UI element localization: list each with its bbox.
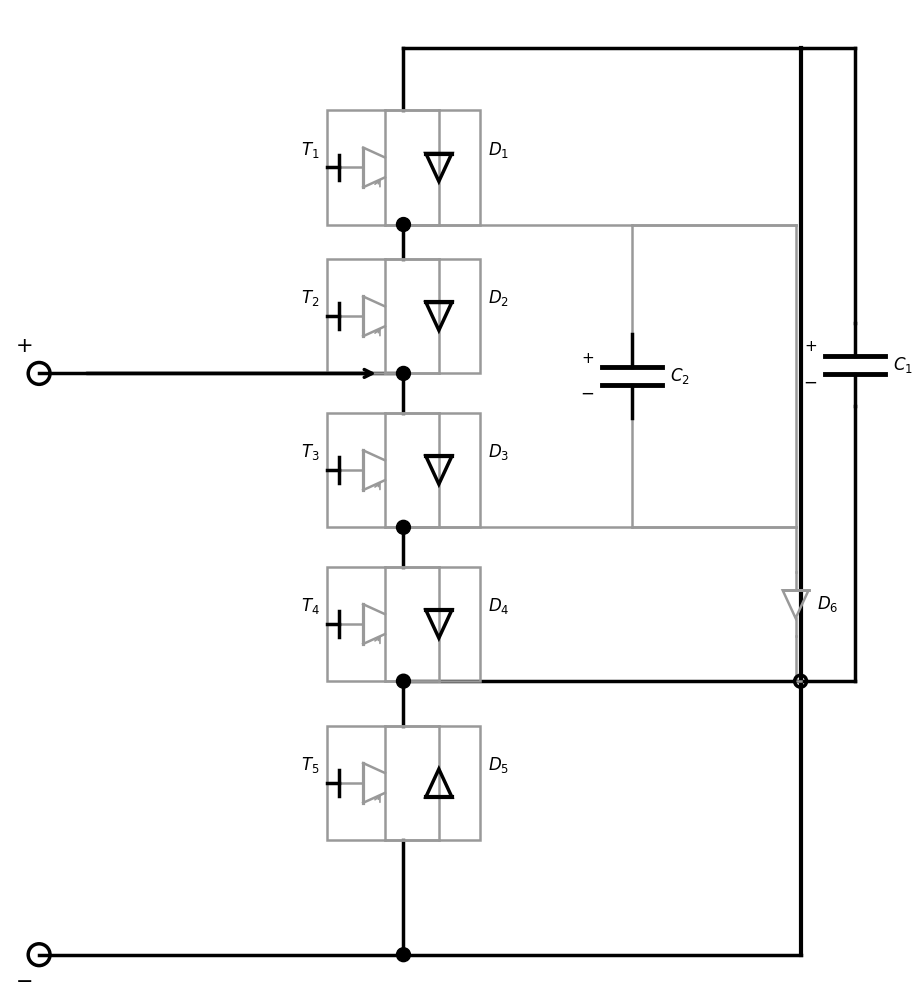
Text: $D_6$: $D_6$ bbox=[817, 594, 839, 614]
Bar bbox=[326, 110, 480, 225]
Text: −: − bbox=[803, 374, 817, 392]
Bar bbox=[326, 567, 480, 681]
Text: $T_2$: $T_2$ bbox=[301, 288, 320, 308]
Text: −: − bbox=[580, 385, 594, 403]
Text: $D_2$: $D_2$ bbox=[488, 288, 509, 308]
Bar bbox=[326, 726, 480, 840]
Text: $T_3$: $T_3$ bbox=[301, 442, 320, 462]
Text: $D_1$: $D_1$ bbox=[488, 140, 509, 160]
Circle shape bbox=[397, 948, 410, 962]
Circle shape bbox=[397, 674, 410, 688]
Text: $C_1$: $C_1$ bbox=[893, 355, 913, 375]
Text: +: + bbox=[805, 339, 817, 354]
Text: $T_5$: $T_5$ bbox=[301, 755, 320, 775]
Text: +: + bbox=[582, 351, 594, 366]
Circle shape bbox=[397, 366, 410, 380]
Text: $T_1$: $T_1$ bbox=[301, 140, 320, 160]
Text: −: − bbox=[16, 972, 33, 992]
Text: $D_3$: $D_3$ bbox=[488, 442, 509, 462]
Text: $T_4$: $T_4$ bbox=[300, 596, 320, 616]
Circle shape bbox=[397, 520, 410, 534]
Bar bbox=[326, 413, 480, 527]
Text: $C_2$: $C_2$ bbox=[670, 366, 690, 386]
Text: $D_4$: $D_4$ bbox=[488, 596, 510, 616]
Text: $D_5$: $D_5$ bbox=[488, 755, 509, 775]
Text: +: + bbox=[16, 336, 33, 356]
Circle shape bbox=[397, 218, 410, 231]
Bar bbox=[326, 259, 480, 373]
